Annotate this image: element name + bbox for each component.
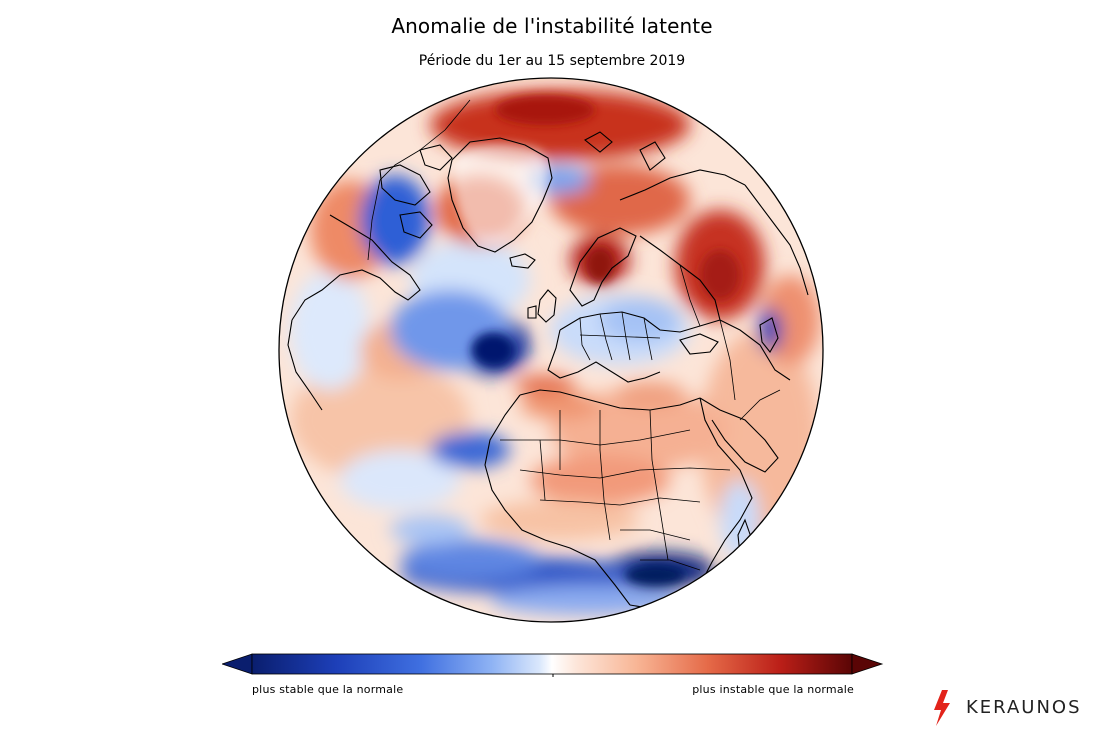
legend-right-label: plus instable que la normale (692, 683, 854, 696)
map-subtitle: Période du 1er au 15 septembre 2019 (418, 53, 686, 69)
country-borders (367, 99, 781, 571)
colorbar-max-arrow (851, 653, 884, 675)
globe-outline (278, 77, 824, 623)
anomaly-field (279, 78, 823, 622)
keraunos-logo (934, 690, 950, 726)
legend-left-label: plus stable que la normale (252, 683, 404, 696)
map-title: Anomalie de l'instabilité latente (391, 14, 713, 38)
brand-name: KERAUNOS (966, 697, 1082, 718)
lightning-bolt-icon (934, 690, 950, 726)
globe-map (278, 77, 824, 623)
colorbar-min-arrow (222, 653, 253, 675)
colorbar-gradient (251, 653, 853, 675)
coastlines (287, 131, 809, 611)
colorbar (222, 653, 884, 677)
